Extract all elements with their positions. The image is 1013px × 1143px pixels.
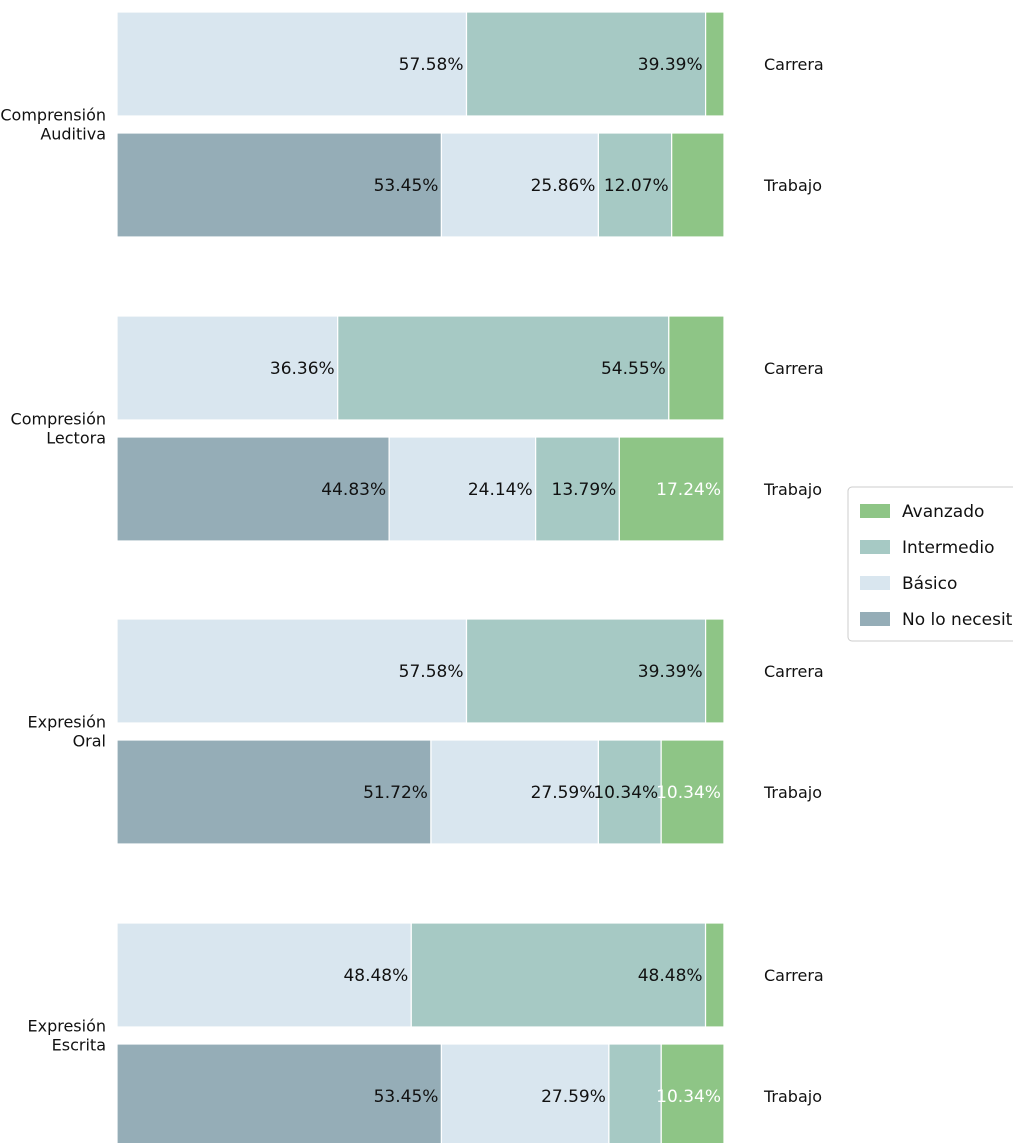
legend-swatch xyxy=(860,504,890,518)
bar-segment xyxy=(116,11,468,117)
bar-segment xyxy=(116,618,468,724)
bar-segment xyxy=(337,315,670,421)
group-label-line2: Escrita xyxy=(52,1036,106,1055)
bar-segment xyxy=(116,922,412,1028)
data-label: 24.14% xyxy=(468,480,533,500)
bar-segment xyxy=(618,436,725,542)
data-label: 10.34% xyxy=(593,783,658,803)
data-label: 17.24% xyxy=(656,480,721,500)
data-label: 57.58% xyxy=(399,662,464,682)
group-label-line2: Oral xyxy=(73,732,106,751)
bar-segment xyxy=(388,436,537,542)
legend-label: Básico xyxy=(902,574,957,594)
bar-segment xyxy=(440,1043,610,1143)
data-label: 51.72% xyxy=(363,783,428,803)
data-label: 48.48% xyxy=(638,966,703,986)
bar-segment xyxy=(535,436,620,542)
data-label: 44.83% xyxy=(321,480,386,500)
bar-segment xyxy=(597,132,673,238)
data-label: 53.45% xyxy=(374,176,439,196)
bar-segment xyxy=(116,436,390,542)
bar-segment xyxy=(430,739,600,845)
data-label: 48.48% xyxy=(343,966,408,986)
data-label: 13.79% xyxy=(552,480,617,500)
bar-segment xyxy=(465,618,707,724)
group-label-line1: Expresión xyxy=(27,1017,106,1036)
data-label: 54.55% xyxy=(601,359,666,379)
legend-box xyxy=(847,486,1013,642)
group-label-line1: Comprensión xyxy=(0,106,106,125)
data-label: 39.39% xyxy=(638,662,703,682)
row-label: Carrera xyxy=(764,966,824,985)
group-label-line1: Expresión xyxy=(27,713,106,732)
legend-label: No lo necesita xyxy=(902,610,1013,630)
legend-swatch xyxy=(860,612,890,626)
bar-segment xyxy=(704,922,725,1028)
bar-segment xyxy=(465,11,707,117)
legend: Avanzado Intermedio Básico No lo necesita xyxy=(847,486,1013,642)
bar-segment xyxy=(410,922,707,1028)
group-label-line2: Lectora xyxy=(46,429,106,448)
bar-segment xyxy=(671,132,725,238)
data-label: 27.59% xyxy=(541,1087,606,1107)
data-label: 39.39% xyxy=(638,55,703,75)
data-label: 25.86% xyxy=(531,176,596,196)
bar-segment xyxy=(116,315,339,421)
data-label: 53.45% xyxy=(374,1087,439,1107)
bar-segment xyxy=(116,1043,443,1143)
bar-segment xyxy=(660,1043,725,1143)
data-label: 36.36% xyxy=(270,359,335,379)
bar-segment xyxy=(705,618,725,724)
row-label: Trabajo xyxy=(763,480,822,499)
data-label: 57.58% xyxy=(399,55,464,75)
data-label: 27.59% xyxy=(531,783,596,803)
data-label: 10.34% xyxy=(656,783,721,803)
row-label: Carrera xyxy=(764,359,824,378)
group-label-line1: Compresión xyxy=(11,410,106,429)
bar-segment xyxy=(608,1043,662,1143)
row-label: Trabajo xyxy=(763,1087,822,1106)
legend-label: Avanzado xyxy=(902,502,984,522)
row-label: Carrera xyxy=(764,55,824,74)
data-label: 10.34% xyxy=(656,1087,721,1107)
data-label: 12.07% xyxy=(604,176,669,196)
bar-segment xyxy=(597,739,662,845)
legend-swatch xyxy=(860,576,890,590)
bar-segment xyxy=(668,315,725,421)
bar-segment xyxy=(116,132,443,238)
legend-label: Intermedio xyxy=(902,538,995,558)
row-label: Carrera xyxy=(764,662,824,681)
row-label: Trabajo xyxy=(763,783,822,802)
bar-segment xyxy=(660,739,725,845)
legend-swatch xyxy=(860,540,890,554)
bar-segment xyxy=(440,132,600,238)
bar-segment xyxy=(705,11,725,117)
group-label-line2: Auditiva xyxy=(40,125,106,144)
bar-segment xyxy=(116,739,432,845)
row-label: Trabajo xyxy=(763,176,822,195)
